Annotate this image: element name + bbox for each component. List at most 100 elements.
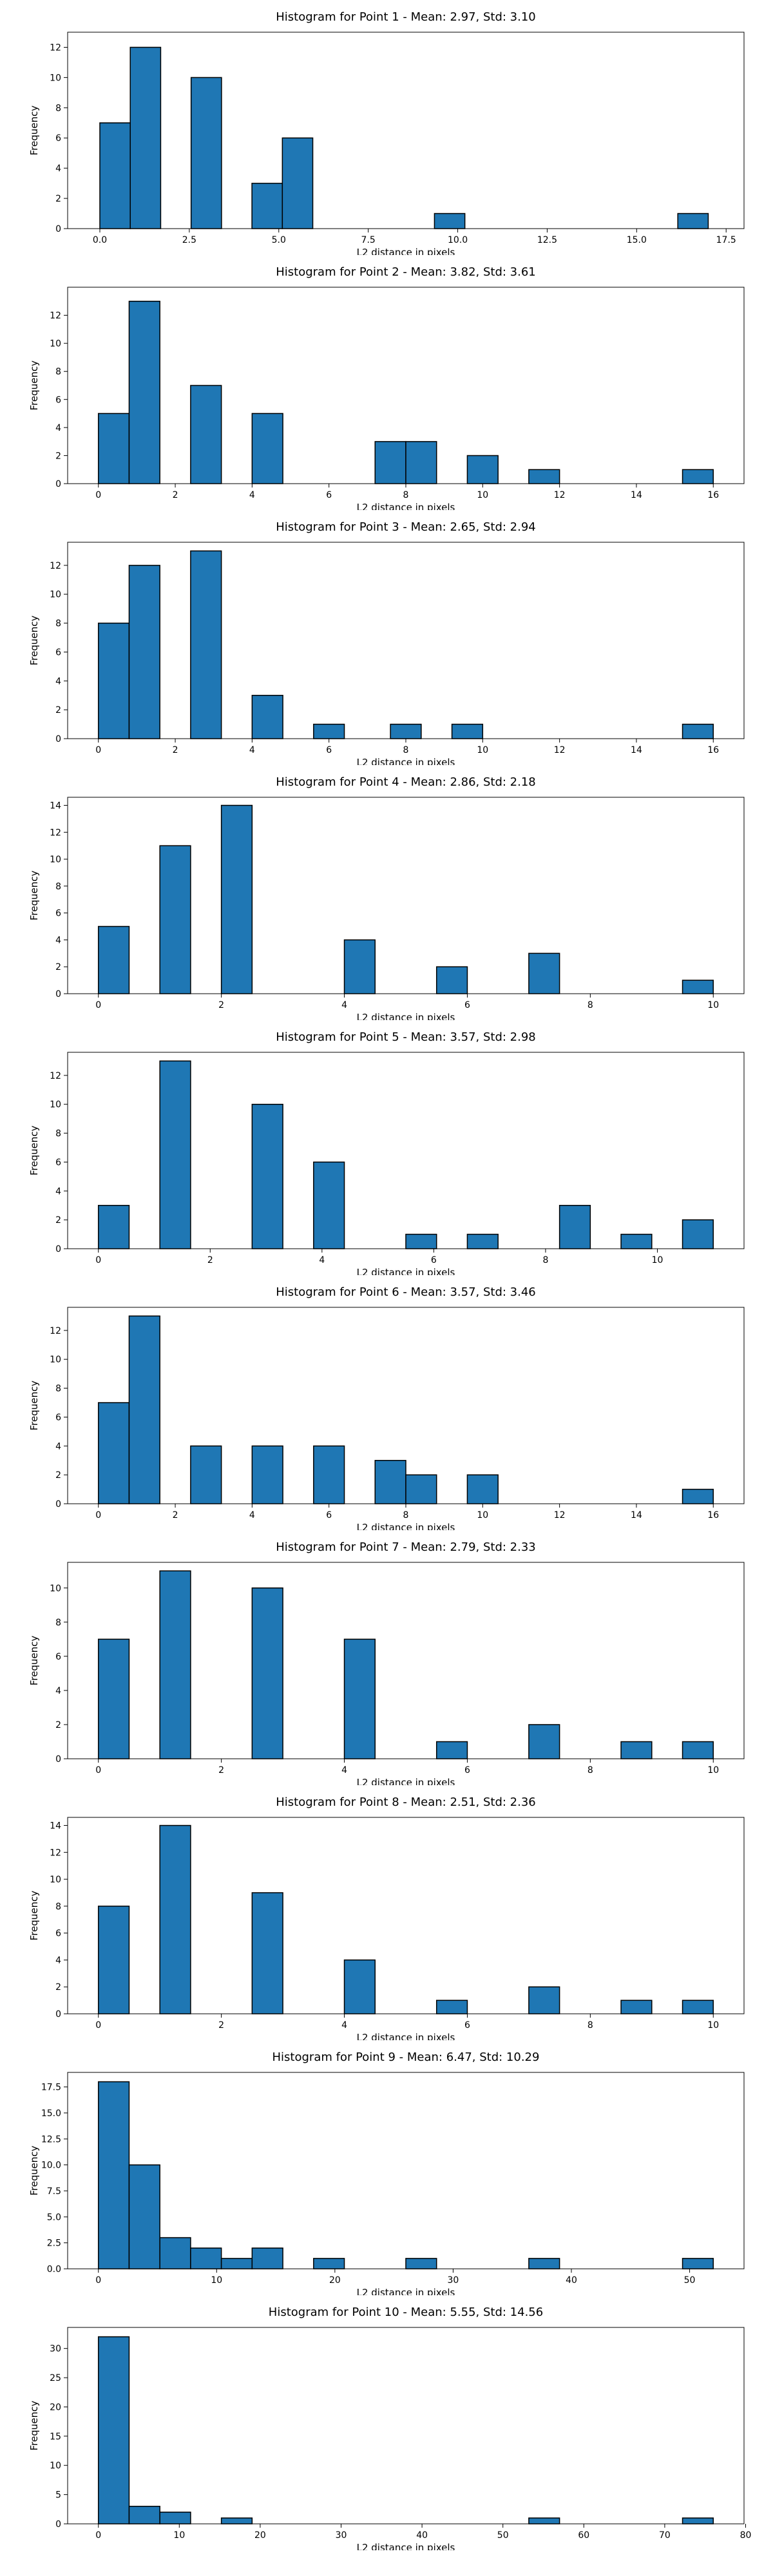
y-tick-label: 6 (55, 647, 61, 658)
histogram-bar (190, 2247, 222, 2269)
x-tick-label: 2 (218, 1000, 224, 1010)
x-tick-label: 80 (740, 2530, 752, 2541)
y-tick-label: 4 (55, 676, 61, 687)
histogram-bar (97, 2081, 130, 2269)
histogram-chart: Histogram for Point 1 - Mean: 2.97, Std:… (28, 10, 745, 258)
histogram-chart: Histogram for Point 2 - Mean: 3.82, Std:… (28, 265, 745, 513)
histogram-chart: Histogram for Point 8 - Mean: 2.51, Std:… (28, 1795, 745, 2043)
histogram-bar (251, 1892, 283, 2014)
histogram-bar (435, 1741, 468, 1759)
plot-frame (67, 797, 745, 994)
histogram-bar (97, 1402, 130, 1504)
y-tick-label: 6 (55, 1929, 61, 1939)
histogram-chart: Histogram for Point 7 - Mean: 2.79, Std:… (28, 1540, 745, 1788)
histogram-bar (528, 1986, 560, 2014)
x-tick-label: 10 (477, 1510, 488, 1520)
chart-title: Histogram for Point 10 - Mean: 5.55, Std… (269, 2306, 543, 2319)
y-tick-label: 7.5 (47, 2186, 61, 2197)
y-tick-label: 0.0 (47, 2264, 61, 2275)
x-axis: 0 2 4 6 8 10 12 14 16 (95, 739, 719, 755)
y-tick-label: 12 (50, 1326, 61, 1336)
histogram-bar (313, 1445, 345, 1504)
y-tick-label: 6 (55, 395, 61, 405)
histogram-bar (190, 1445, 222, 1504)
y-tick-label: 15.0 (41, 2108, 61, 2119)
x-tick-label: 10 (477, 745, 488, 755)
x-tick-label: 10 (707, 1000, 719, 1010)
y-axis: 0 2 4 6 8 10 (50, 1584, 68, 1765)
y-tick-label: 17.5 (41, 2083, 61, 2093)
x-tick-label: 30 (336, 2530, 347, 2541)
y-axis-label: Frequency (28, 106, 40, 156)
histogram-bar (128, 1315, 160, 1504)
x-tick-label: 14 (631, 745, 642, 755)
histogram-bar (405, 1233, 437, 1249)
bars (97, 550, 714, 739)
x-axis: 0 2 4 6 8 10 (95, 1759, 719, 1776)
x-tick-label: 30 (448, 2275, 459, 2286)
histogram-bar (528, 952, 560, 994)
histogram-bar (466, 455, 499, 484)
x-tick-label: 10 (211, 2275, 222, 2286)
x-tick-label: 10 (652, 1255, 663, 1265)
histogram-bar (129, 46, 162, 229)
y-tick-label: 2 (55, 1982, 61, 1993)
x-axis: 0 2 4 6 8 10 12 14 16 (95, 484, 719, 500)
y-tick-label: 10 (50, 1875, 61, 1885)
histogram-bar (528, 469, 560, 484)
y-tick-label: 8 (55, 619, 61, 629)
x-tick-label: 70 (659, 2530, 671, 2541)
x-tick-label: 50 (497, 2530, 509, 2541)
chart-panel: Histogram for Point 1 - Mean: 2.97, Std:… (0, 0, 773, 258)
y-tick-label: 15 (50, 2432, 61, 2442)
y-tick-label: 4 (55, 1686, 61, 1696)
y-tick-label: 2 (55, 1215, 61, 1226)
y-tick-label: 4 (55, 1186, 61, 1197)
y-tick-label: 0 (55, 224, 61, 234)
x-tick-label: 8 (587, 1000, 593, 1010)
y-tick-label: 12 (50, 311, 61, 321)
y-axis: 0 2 4 6 8 10 12 (50, 43, 68, 234)
histogram-bar (128, 565, 160, 739)
histogram-bar (159, 1570, 191, 1759)
y-axis-label: Frequency (28, 1126, 40, 1176)
y-tick-label: 8 (55, 1129, 61, 1139)
x-axis-label: L2 distance in pixels (357, 502, 455, 510)
histogram-bar (682, 2000, 714, 2014)
bars (97, 2081, 714, 2269)
y-tick-label: 4 (55, 1441, 61, 1452)
plot-frame (67, 1052, 745, 1249)
x-tick-label: 2 (218, 1765, 224, 1776)
chart-panel: Histogram for Point 6 - Mean: 3.57, Std:… (0, 1275, 773, 1533)
x-tick-label: 6 (326, 1510, 332, 1520)
x-tick-label: 17.5 (716, 235, 736, 245)
x-tick-label: 4 (249, 490, 255, 500)
histogram-bar (190, 77, 222, 229)
x-tick-label: 4 (249, 745, 255, 755)
histogram-bar (251, 182, 283, 229)
x-axis-label: L2 distance in pixels (357, 2542, 455, 2550)
x-tick-label: 10 (707, 1765, 719, 1776)
x-tick-label: 0 (95, 2530, 101, 2541)
histogram-bar (374, 440, 406, 484)
x-tick-label: 40 (566, 2275, 577, 2286)
y-tick-label: 2 (55, 194, 61, 204)
histogram-bar (251, 2247, 283, 2269)
x-tick-label: 20 (329, 2275, 341, 2286)
histogram-bar (99, 122, 131, 229)
histogram-bar (343, 1959, 376, 2014)
histogram-bar (97, 1638, 130, 1759)
histogram-bar (682, 2517, 714, 2524)
x-axis-label: L2 distance in pixels (357, 1777, 455, 1785)
chart-panel: Histogram for Point 9 - Mean: 6.47, Std:… (0, 2040, 773, 2298)
histogram-bar (251, 694, 283, 739)
x-axis: 0 10 20 30 40 50 60 70 80 (95, 2524, 751, 2541)
x-tick-label: 0 (95, 490, 101, 500)
x-tick-label: 4 (319, 1255, 325, 1265)
y-tick-label: 8 (55, 1384, 61, 1394)
y-axis: 0 2 4 6 8 10 12 (50, 561, 68, 744)
x-tick-label: 16 (707, 745, 719, 755)
x-tick-label: 0 (95, 745, 101, 755)
x-tick-label: 8 (403, 745, 409, 755)
